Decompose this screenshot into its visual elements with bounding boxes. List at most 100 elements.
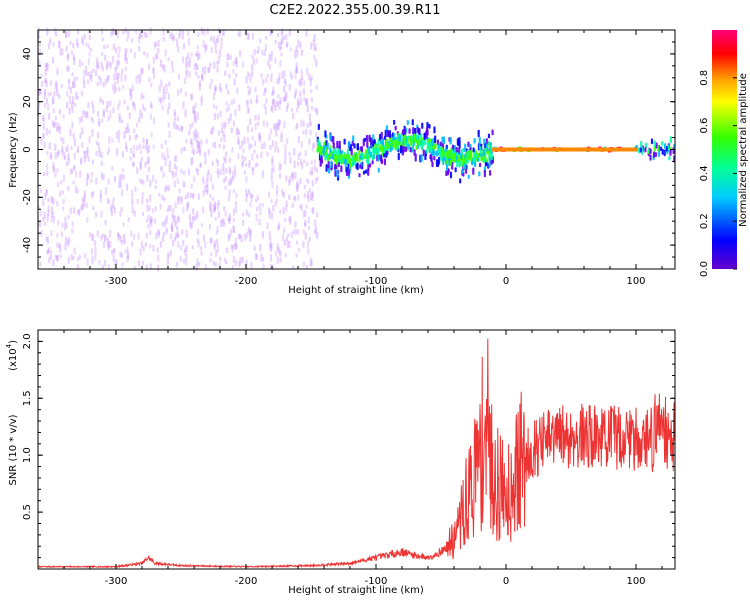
spectrogram-cell: [176, 215, 180, 223]
spectrogram-cell: [517, 147, 521, 152]
spectrogram-cell: [335, 165, 338, 170]
spectrogram-cell: [149, 229, 152, 236]
spectrogram-cell: [415, 144, 418, 151]
spectrogram-cell: [39, 188, 42, 194]
spectrogram-cell: [61, 190, 65, 195]
spectrogram-cell: [210, 252, 213, 257]
spectrogram-cell: [224, 70, 227, 77]
spectrogram-cell: [284, 217, 287, 222]
spectrogram-cell: [166, 107, 170, 115]
spectrogram-cell: [251, 135, 254, 141]
spectrogram-cell: [296, 182, 299, 190]
spectrogram-cell: [51, 120, 54, 126]
spectrogram-cell: [71, 101, 74, 110]
spectrogram-cell: [47, 209, 50, 217]
spectrogram-cell: [186, 201, 190, 206]
spectrogram-cell: [196, 211, 199, 219]
spectrogram-cell: [217, 56, 220, 64]
spectrogram-cell: [174, 112, 177, 120]
spectrogram-cell: [293, 195, 296, 201]
spectrogram-cell: [190, 52, 193, 57]
spectrogram-cell: [66, 65, 69, 71]
snr-y-tick-label: 1.5: [22, 390, 33, 406]
spectrogram-cell: [445, 164, 449, 171]
spectrogram-cell: [109, 61, 112, 66]
spectrogram-cell: [472, 167, 475, 175]
spectrogram-cell: [105, 62, 109, 71]
spectrogram-cell: [71, 168, 74, 174]
spectrogram-cell: [83, 70, 86, 76]
spectrogram-cell: [190, 94, 193, 100]
spectrogram-cell: [228, 234, 231, 240]
spectrogram-cell: [232, 226, 236, 234]
spectrogram-cell: [253, 149, 256, 154]
spectrogram-cell: [180, 195, 183, 202]
spectrogram-cell: [472, 147, 475, 153]
spectrogram-cell: [112, 107, 115, 114]
spectrogram-cell: [162, 231, 166, 237]
spectrogram-cell: [206, 178, 209, 187]
spectrogram-cell: [653, 146, 656, 152]
spectrogram-cell: [59, 253, 62, 259]
spectrogram-cell: [294, 195, 297, 203]
spectrogram-cell: [70, 253, 73, 261]
spectrogram-cell: [312, 39, 315, 46]
spectrogram-cell: [116, 148, 119, 156]
spectrogram-cell: [229, 168, 232, 175]
spectrogram-cell: [177, 89, 180, 96]
spectrogram-cell: [369, 163, 372, 168]
spectrogram-cell: [274, 250, 278, 257]
spectrogram-cell: [117, 135, 121, 144]
spectrogram-cell: [43, 88, 47, 95]
spectrogram-cell: [270, 241, 273, 249]
spectrogram-cell: [601, 147, 605, 152]
spectrogram-cell: [111, 165, 114, 171]
spectrogram-cell: [297, 135, 300, 144]
spectrogram-cell: [56, 126, 59, 133]
spectrogram-cell: [169, 233, 173, 240]
snr-x-tick-label: 100: [626, 576, 645, 587]
spectrogram-cell: [469, 155, 473, 162]
spectrogram-cell: [220, 127, 224, 134]
spectrogram-cell: [310, 166, 314, 174]
spectrogram-cell: [46, 249, 49, 255]
spectrogram-cell: [86, 111, 89, 119]
spectrogram-cell: [201, 74, 204, 79]
snr-y-tick-label: 1.0: [22, 447, 33, 463]
spectrogram-cell: [222, 168, 225, 176]
spectrogram-cell: [345, 153, 348, 160]
spectrogram-cell: [51, 211, 54, 219]
spectrogram-cell: [459, 178, 462, 184]
spectrogram-cell: [164, 158, 167, 167]
spectrogram-cell: [113, 248, 116, 253]
spectrogram-cell: [232, 176, 235, 182]
spectrogram-cell: [300, 203, 303, 211]
spectrogram-cell: [224, 157, 227, 164]
spectrogram-cell: [196, 140, 199, 147]
spectrogram-cell: [60, 83, 63, 89]
spectrogram-cell: [163, 197, 166, 202]
spectrogram-cell: [235, 61, 238, 68]
spectrogram-cell: [54, 115, 57, 121]
spectrogram-cell: [254, 198, 258, 203]
spectrogram-cell: [221, 220, 224, 227]
spectrogram-cell: [120, 119, 124, 124]
spectrogram-cell: [163, 91, 166, 100]
spectrogram-cell: [92, 67, 95, 74]
spectrogram-cell: [431, 151, 434, 156]
spectrogram-cell: [79, 170, 82, 178]
spectrogram-cell: [175, 124, 178, 130]
spectrogram-cell: [404, 146, 408, 153]
spectrogram-cell: [383, 153, 386, 158]
spectrogram-cell: [266, 222, 269, 230]
spectrogram-cell: [224, 210, 227, 217]
spectrogram-cell: [40, 137, 43, 145]
spectrogram-cell: [215, 250, 218, 258]
spectrogram-cell: [255, 254, 258, 260]
spectrogram-cell: [90, 116, 93, 121]
spectrogram-cell: [94, 246, 97, 254]
snr-x-label: Height of straight line (km): [288, 585, 424, 596]
spectrogram-cell: [433, 126, 436, 134]
spectrogram-cell: [48, 257, 51, 263]
spectrogram-cell: [234, 208, 237, 214]
